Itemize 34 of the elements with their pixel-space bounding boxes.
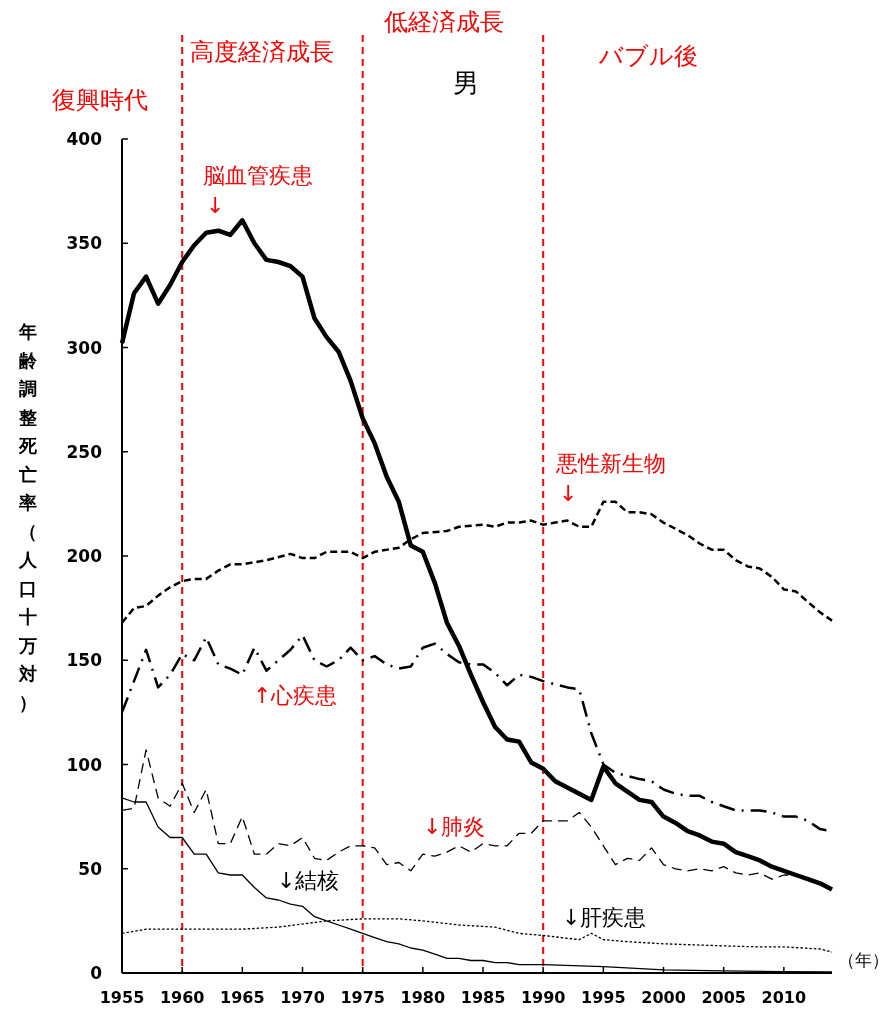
x-tick-label: 2005 xyxy=(701,988,746,1007)
text: 年齢調整死亡率（人口十万対） xyxy=(19,321,37,713)
y-tick-label: 350 xyxy=(66,233,103,254)
x-tick-label: 1985 xyxy=(460,988,506,1007)
y-tick-label: 400 xyxy=(66,129,103,149)
x-tick-label: 1970 xyxy=(280,988,325,1007)
y-tick-label: 50 xyxy=(78,858,103,879)
annotation: ↓肺炎 xyxy=(423,814,486,839)
x-tick-label: 1955 xyxy=(99,988,145,1007)
annotation: ↓結核 xyxy=(277,868,340,893)
y-tick-label: 300 xyxy=(66,337,103,358)
text: 低経済成長 xyxy=(384,8,504,36)
annotation: 脳血管疾患 ↓ xyxy=(203,163,313,218)
x-tick-label: 1960 xyxy=(159,988,205,1007)
x-tick-label: 1990 xyxy=(520,988,566,1007)
text: 復興時代 xyxy=(52,86,148,114)
text: 高度経済成長 xyxy=(190,38,334,66)
annotation: ↓肝疾患 xyxy=(562,905,647,930)
x-tick-label: 2010 xyxy=(761,988,807,1007)
annotation: ↑心疾患 xyxy=(253,683,338,708)
chart-title: 男 xyxy=(453,68,479,98)
x-tick-label: 1980 xyxy=(400,988,446,1007)
y-tick-label: 0 xyxy=(90,963,103,983)
annotation: 悪性新生物 ↓ xyxy=(555,451,666,506)
x-tick-label: 1995 xyxy=(581,988,626,1007)
x-axis-title: （年） xyxy=(838,950,887,970)
y-tick-label: 100 xyxy=(66,754,103,775)
text: バブル後 xyxy=(597,42,698,70)
y-tick-label: 250 xyxy=(66,441,103,462)
y-tick-label: 200 xyxy=(66,546,103,566)
x-tick-label: 2000 xyxy=(641,988,686,1007)
x-tick-label: 1965 xyxy=(220,988,265,1007)
x-tick-label: 1975 xyxy=(340,988,385,1007)
y-tick-label: 150 xyxy=(66,650,103,671)
